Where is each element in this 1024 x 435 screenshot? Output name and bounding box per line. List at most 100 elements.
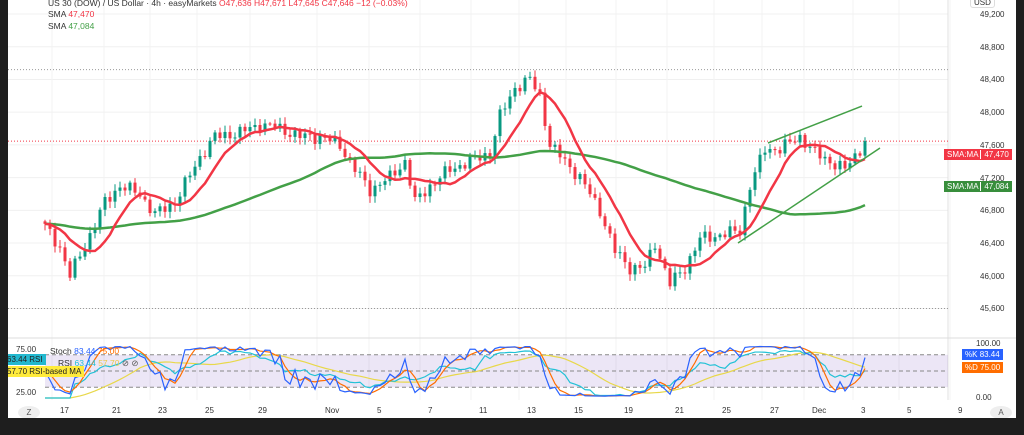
candle-body: [103, 197, 107, 210]
candle-body: [153, 211, 157, 214]
candle-body: [578, 173, 582, 180]
symbol-title: US 30 (DOW) / US Dollar · 4h · easyMarke…: [48, 0, 217, 8]
price-tick: 49,200: [980, 10, 1005, 19]
price-tick: 45,600: [980, 304, 1005, 314]
osc-left-tick: 25.00: [16, 388, 37, 397]
price-chart[interactable]: [8, 0, 1016, 418]
candle-body: [303, 133, 307, 139]
candle-body: [263, 123, 267, 132]
sma-label: SMA: [48, 21, 66, 31]
date-tick: 23: [158, 406, 167, 415]
candle-body: [218, 132, 222, 139]
candle-body: [858, 153, 862, 156]
candle-body: [203, 156, 207, 158]
candle-body: [458, 165, 462, 169]
candle-body: [168, 203, 172, 212]
candle-body: [238, 126, 242, 138]
date-tick: 3: [861, 406, 866, 415]
date-tick: 27: [770, 406, 779, 415]
candle-body: [653, 248, 657, 250]
candle-body: [753, 172, 757, 190]
candle-body: [863, 141, 867, 156]
candle-body: [848, 163, 852, 169]
candle-body: [258, 125, 262, 132]
date-tick: Nov: [325, 406, 340, 415]
sma-fast-legend[interactable]: SMA 47,470: [48, 9, 94, 19]
candle-body: [633, 264, 637, 275]
date-tick: 5: [377, 406, 382, 415]
date-tick: 13: [527, 406, 536, 415]
candle-body: [248, 127, 252, 132]
osc-tick: 100.00: [976, 339, 1001, 348]
candle-body: [128, 182, 132, 191]
candle-body: [718, 234, 722, 238]
candle-body: [423, 193, 427, 197]
candle-body: [243, 126, 247, 132]
candle-body: [593, 194, 597, 198]
chart-window: US 30 (DOW) / US Dollar · 4h · easyMarke…: [8, 0, 1016, 418]
candle-body: [58, 246, 62, 248]
sma-slow-legend[interactable]: SMA 47,084: [48, 21, 94, 31]
candle-body: [793, 141, 797, 143]
date-tick: 29: [258, 406, 267, 415]
candle-body: [478, 155, 482, 161]
candle-body: [828, 156, 832, 164]
candle-body: [758, 154, 762, 173]
candle-body: [638, 264, 642, 268]
candle-body: [583, 173, 587, 185]
candle-body: [358, 171, 362, 173]
candle-body: [628, 262, 632, 275]
ohlc-low: L47,645: [288, 0, 320, 8]
candle-body: [598, 197, 602, 217]
price-tick: 46,800: [980, 206, 1005, 216]
candle-body: [298, 130, 302, 139]
candle-body: [453, 168, 457, 172]
candle-body: [608, 226, 612, 234]
candle-body: [53, 228, 57, 247]
candle-body: [843, 160, 847, 169]
candle-body: [98, 209, 102, 228]
timezone-button[interactable]: Z: [18, 406, 40, 418]
candle-body: [188, 175, 192, 178]
candle-body: [448, 166, 452, 172]
price-tick: 48,400: [980, 75, 1005, 85]
candle-body: [543, 92, 547, 126]
candle-body: [388, 170, 392, 182]
ohlc-open: O47,636: [219, 0, 252, 8]
stoch-legend[interactable]: Stoch 83.44 75.00: [50, 346, 120, 356]
candle-body: [523, 77, 527, 92]
date-tick: 15: [574, 406, 583, 415]
candle-body: [228, 131, 232, 139]
auto-scale-button[interactable]: A: [990, 406, 1012, 418]
candle-body: [293, 130, 297, 137]
candle-body: [193, 166, 197, 176]
candle-body: [743, 206, 747, 236]
osc-left-tick: 75.00: [16, 345, 37, 354]
candle-body: [178, 196, 182, 206]
candle-body: [403, 159, 407, 170]
candle-body: [788, 139, 792, 142]
rsi-legend[interactable]: RSI 63.44 57.70 ⊘ ⊘: [58, 358, 139, 368]
date-tick: 19: [624, 406, 633, 415]
candle-body: [513, 87, 517, 97]
candle-body: [463, 165, 467, 169]
ohlc-high: H47,671: [254, 0, 287, 8]
candle-body: [728, 226, 732, 238]
date-tick: 21: [112, 406, 121, 415]
price-tick: 46,000: [980, 271, 1005, 281]
candle-body: [818, 147, 822, 159]
currency-label[interactable]: USD: [970, 0, 995, 8]
candle-body: [43, 221, 47, 224]
candle-body: [383, 181, 387, 185]
date-tick: 5: [907, 406, 912, 415]
candle-body: [198, 156, 202, 167]
candle-body: [533, 76, 537, 90]
date-tick: 9: [958, 406, 963, 415]
candle-body: [823, 156, 827, 159]
rsi-ma-tag: 57.70 RSI-based MA: [8, 366, 85, 377]
candle-body: [78, 256, 82, 259]
candle-body: [363, 171, 367, 181]
candle-body: [158, 206, 162, 212]
candle-body: [88, 233, 92, 250]
candle-body: [678, 272, 682, 274]
